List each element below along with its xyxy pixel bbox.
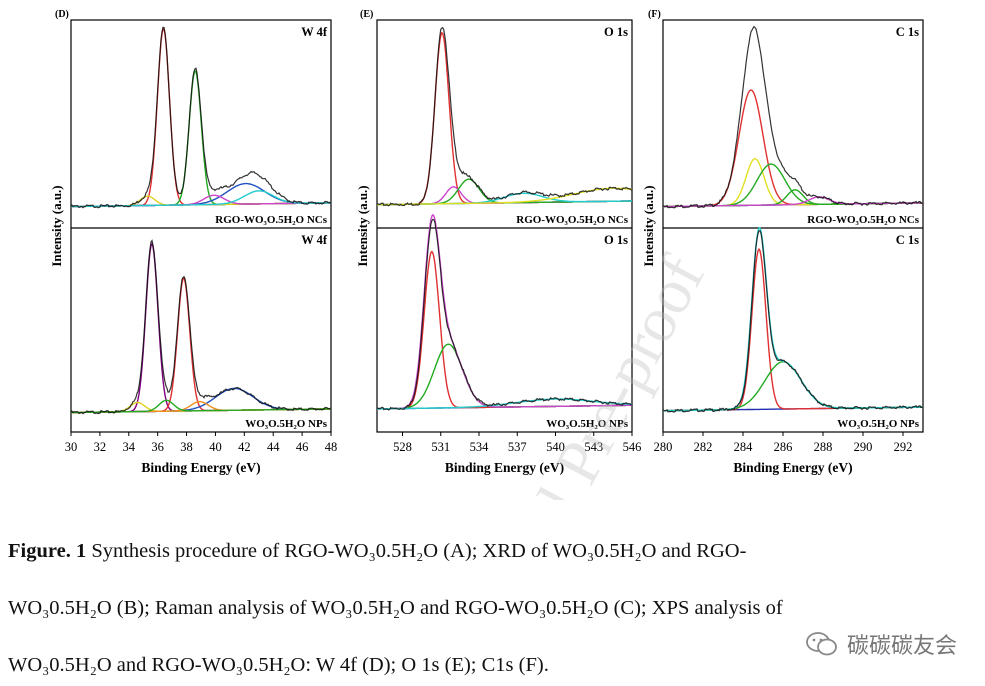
- sample-label: RGO-WO₃O.5H₂O NCs: [516, 214, 628, 226]
- element-label: W 4f: [301, 233, 328, 247]
- sample-label: WO₃O.5H₂O NPs: [837, 418, 919, 430]
- x-tick-label: 38: [180, 440, 193, 454]
- x-tick-label: 46: [296, 440, 309, 454]
- caption-text-1: Synthesis procedure of RGO-WO₃0.5H₂O (A)…: [86, 540, 747, 562]
- panel-d: (D) Intensity (a.u.) 30 32 34 36 38 40 42 44 46 48 B…: [49, 9, 337, 475]
- element-label: W 4f: [301, 25, 328, 39]
- experimental-curve: [662, 230, 924, 413]
- x-axis-label: Binding Energy (eV): [733, 460, 852, 475]
- element-label: C 1s: [896, 25, 919, 39]
- series-c-c: [662, 89, 924, 208]
- x-tick-label: 282: [694, 440, 713, 454]
- plot-frame: [662, 19, 924, 433]
- series-w6-4f5-2: [71, 277, 331, 414]
- x-tick-label: 42: [238, 440, 251, 454]
- element-label: O 1s: [604, 233, 628, 247]
- x-tick-label: 290: [854, 440, 873, 454]
- x-axis-label: Binding Energy (eV): [141, 460, 260, 475]
- wechat-account-name: 碳碳碳友会: [846, 634, 957, 659]
- x-tick-label: 34: [123, 440, 136, 454]
- x-tick-label: 280: [654, 440, 673, 454]
- x-tick-label: 528: [393, 440, 412, 454]
- panel-letter: (E): [360, 9, 373, 20]
- element-label: C 1s: [896, 233, 919, 247]
- x-axis-label: Binding Energy (eV): [445, 460, 564, 475]
- caption-label: Figure. 1: [8, 540, 87, 562]
- x-tick-label: 534: [470, 440, 490, 454]
- x-tick-label: 286: [774, 440, 793, 454]
- panel-f: (F) Intensity (a.u.) 280 282 284 286 288 290 292…: [641, 9, 924, 475]
- x-tick-label: 292: [894, 440, 913, 454]
- wechat-icon: [806, 632, 837, 656]
- x-tick-label: 546: [623, 440, 642, 454]
- x-tick-label: 288: [814, 440, 833, 454]
- plot-frame: [376, 19, 633, 433]
- experimental-curve: [662, 25, 924, 209]
- sample-label: RGO-WO₃O.5H₂O NCs: [807, 214, 919, 226]
- x-tick-label: 540: [546, 440, 565, 454]
- x-tick-label: 48: [325, 440, 338, 454]
- series-o-c-o: [662, 196, 924, 208]
- x-tick-label: 40: [209, 440, 222, 454]
- panel-letter: (D): [55, 9, 69, 20]
- series-envelope: [663, 227, 923, 412]
- caption-line-3: WO₃0.5H₂O and RGO-WO₃0.5H₂O: W 4f (D); O…: [8, 654, 549, 676]
- series-w-5p: [70, 190, 332, 208]
- experimental-curve: [376, 218, 633, 411]
- experimental-curve: [376, 26, 633, 207]
- y-axis-label: Intensity (a.u.): [355, 185, 370, 266]
- experimental-curve: [70, 239, 332, 415]
- panel-e: (E) Intensity (a.u.) 528 531 534 537 540 543 546…: [355, 9, 641, 475]
- series-c-o: [662, 163, 924, 208]
- sample-label: WO₃O.5H₂O NPs: [546, 418, 628, 430]
- series-w6-4f7-2: [71, 242, 331, 414]
- x-tick-label: 531: [431, 440, 450, 454]
- series-w6-4f5-2: [70, 69, 332, 208]
- series-w-o: [377, 31, 632, 206]
- x-tick-label: 32: [94, 440, 107, 454]
- x-tick-label: 284: [734, 440, 754, 454]
- sample-label: RGO-WO₃O.5H₂O NCs: [215, 214, 327, 226]
- plot-frame: [70, 19, 332, 433]
- x-tick-label: 537: [508, 440, 527, 454]
- series-c-c: [662, 157, 924, 208]
- x-tick-label: 30: [65, 440, 78, 454]
- wechat-watermark: 碳碳碳友会: [805, 628, 957, 660]
- y-axis-label: Intensity (a.u.): [641, 185, 656, 266]
- caption-line-2: WO₃0.5H₂O (B); Raman analysis of WO₃0.5H…: [8, 597, 783, 619]
- x-tick-label: 36: [151, 440, 164, 454]
- x-tick-label: 543: [584, 440, 603, 454]
- caption-line-1: Figure. 1 Synthesis procedure of RGO-WO₃…: [8, 540, 973, 563]
- xps-figure: (D) Intensity (a.u.) 30 32 34 36 38 40 42 44 46 48 B…: [49, 9, 924, 500]
- sample-label: WO₃O.5H₂O NPs: [245, 418, 327, 430]
- experimental-curve: [70, 26, 332, 209]
- panel-letter: (F): [648, 9, 661, 20]
- y-axis-label: Intensity (a.u.): [49, 185, 64, 266]
- element-label: O 1s: [604, 25, 628, 39]
- x-tick-label: 44: [267, 440, 280, 454]
